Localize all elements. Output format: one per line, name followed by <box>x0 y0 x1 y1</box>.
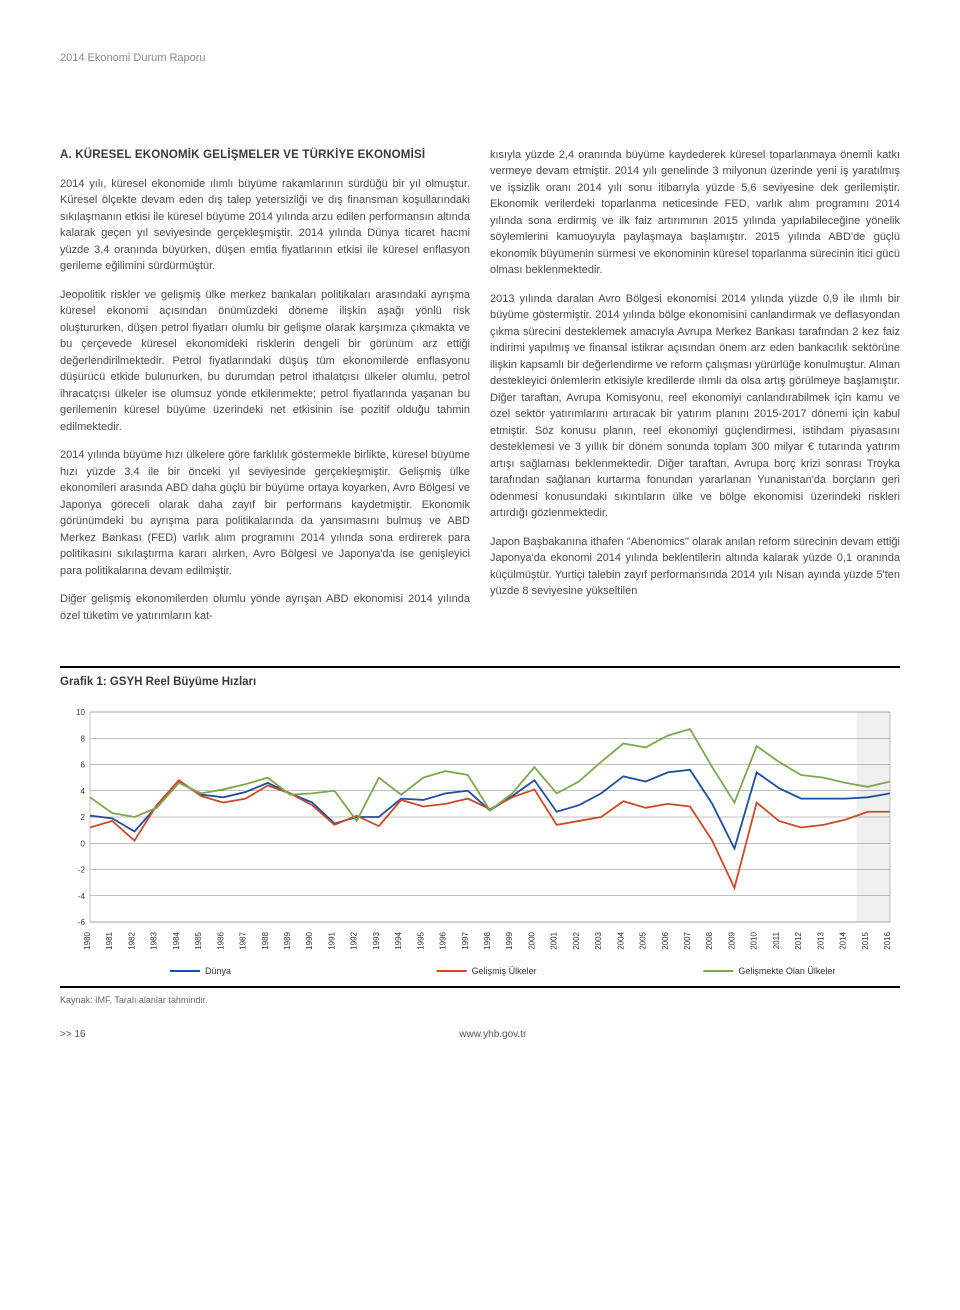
svg-text:1991: 1991 <box>327 931 336 949</box>
svg-text:-2: -2 <box>78 865 86 874</box>
svg-text:1980: 1980 <box>83 931 92 949</box>
svg-text:10: 10 <box>76 708 85 717</box>
svg-text:1984: 1984 <box>172 931 181 949</box>
paragraph: Japon Başbakanına ithafen "Abenomics" ol… <box>490 534 900 600</box>
footer-url: www.yhb.gov.tr <box>459 1027 526 1042</box>
section-title: A. KÜRESEL EKONOMİK GELİŞMELER VE TÜRKİY… <box>60 147 470 164</box>
svg-text:2005: 2005 <box>639 931 648 949</box>
svg-text:2013: 2013 <box>816 931 825 949</box>
svg-text:1995: 1995 <box>416 931 425 949</box>
svg-text:Gelişmekte Olan Ülkeler: Gelişmekte Olan Ülkeler <box>738 966 835 976</box>
svg-text:1993: 1993 <box>372 931 381 949</box>
paragraph: 2014 yılında büyüme hızı ülkelere göre f… <box>60 447 470 579</box>
svg-text:Gelişmiş Ülkeler: Gelişmiş Ülkeler <box>472 966 537 976</box>
svg-text:2015: 2015 <box>861 931 870 949</box>
chart-footer-rule <box>60 986 900 992</box>
chart-title: Grafik 1: GSYH Reel Büyüme Hızları <box>60 674 900 691</box>
svg-text:1981: 1981 <box>105 931 114 949</box>
page-number: >> 16 <box>60 1027 86 1042</box>
svg-text:1989: 1989 <box>283 931 292 949</box>
svg-text:2011: 2011 <box>772 931 781 949</box>
left-column: A. KÜRESEL EKONOMİK GELİŞMELER VE TÜRKİY… <box>60 147 470 637</box>
svg-text:2004: 2004 <box>616 931 625 949</box>
svg-text:-6: -6 <box>78 918 86 927</box>
svg-text:1992: 1992 <box>350 931 359 949</box>
chart-container: -6 -4 -2 0 2 4 6 8 10 1980 1981 1982 1983 1984 1985 198… <box>60 702 900 982</box>
svg-text:2009: 2009 <box>727 931 736 949</box>
document-header: 2014 Ekonomi Durum Raporu <box>60 50 900 67</box>
svg-text:Dünya: Dünya <box>205 966 231 976</box>
svg-text:1986: 1986 <box>216 931 225 949</box>
svg-text:2012: 2012 <box>794 931 803 949</box>
svg-text:1999: 1999 <box>505 931 514 949</box>
svg-text:1983: 1983 <box>150 931 159 949</box>
svg-text:2016: 2016 <box>883 931 892 949</box>
paragraph: kısıyla yüzde 2,4 oranında büyüme kayded… <box>490 147 900 279</box>
svg-text:6: 6 <box>81 760 86 769</box>
svg-text:8: 8 <box>81 734 86 743</box>
svg-text:2006: 2006 <box>661 931 670 949</box>
svg-text:1988: 1988 <box>261 931 270 949</box>
chart-section: Grafik 1: GSYH Reel Büyüme Hızları -6-4-… <box>60 666 900 1007</box>
text-columns: A. KÜRESEL EKONOMİK GELİŞMELER VE TÜRKİY… <box>60 147 900 637</box>
page-footer: >> 16 www.yhb.gov.tr <box>60 1027 900 1042</box>
svg-text:1997: 1997 <box>461 931 470 949</box>
svg-text:1990: 1990 <box>305 931 314 949</box>
svg-text:2003: 2003 <box>594 931 603 949</box>
svg-text:2008: 2008 <box>705 931 714 949</box>
svg-text:2007: 2007 <box>683 931 692 949</box>
svg-text:2: 2 <box>81 813 86 822</box>
paragraph: Jeopolitik riskler ve gelişmiş ülke merk… <box>60 287 470 436</box>
svg-text:1998: 1998 <box>483 931 492 949</box>
line-chart: -6 -4 -2 0 2 4 6 8 10 1980 1981 1982 1983 1984 1985 198… <box>60 702 900 982</box>
svg-text:-4: -4 <box>78 891 86 900</box>
paragraph: 2014 yılı, küresel ekonomide ılımlı büyü… <box>60 176 470 275</box>
svg-text:1985: 1985 <box>194 931 203 949</box>
paragraph: Diğer gelişmiş ekonomilerden olumlu yönd… <box>60 591 470 624</box>
svg-text:1982: 1982 <box>127 931 136 949</box>
chart-source: Kaynak: IMF. Taralı alanlar tahmindir. <box>60 994 900 1008</box>
svg-text:1996: 1996 <box>439 931 448 949</box>
svg-text:2001: 2001 <box>550 931 559 949</box>
right-column: kısıyla yüzde 2,4 oranında büyüme kayded… <box>490 147 900 637</box>
svg-text:0: 0 <box>81 839 86 848</box>
svg-text:1994: 1994 <box>394 931 403 949</box>
svg-text:2002: 2002 <box>572 931 581 949</box>
paragraph: 2013 yılında daralan Avro Bölgesi ekonom… <box>490 291 900 522</box>
svg-text:4: 4 <box>81 786 86 795</box>
svg-text:1987: 1987 <box>239 931 248 949</box>
svg-text:2010: 2010 <box>750 931 759 949</box>
svg-text:2014: 2014 <box>839 931 848 949</box>
svg-text:2000: 2000 <box>527 931 536 949</box>
